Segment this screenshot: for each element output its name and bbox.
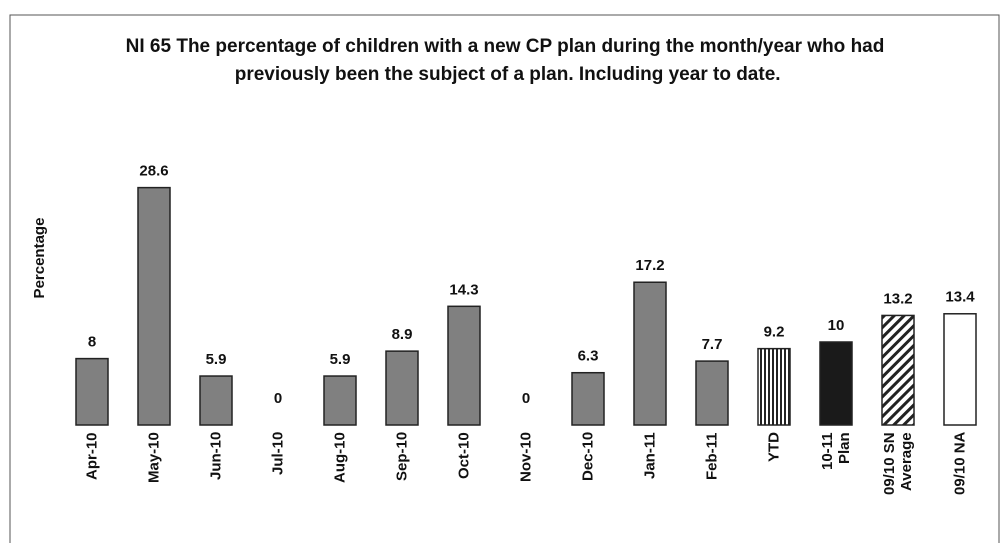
value-label: 14.3 [449, 281, 478, 298]
bar [199, 375, 233, 426]
value-label: 6.3 [578, 348, 599, 365]
value-label: 5.9 [206, 351, 227, 368]
chart-title: NI 65 The percentage of children with a … [126, 36, 885, 85]
value-label: 8.9 [392, 326, 413, 343]
x-tick-label: 10-11 Plan [819, 432, 853, 470]
x-tick-label: 09/10 SN Average [881, 432, 915, 495]
value-label: 10 [828, 317, 845, 334]
x-tick-label: 09/10 NA [951, 432, 969, 496]
value-label: 5.9 [330, 351, 351, 368]
bar [385, 350, 419, 426]
bar [137, 186, 171, 426]
frame [9, 14, 1000, 543]
x-tick-label: Feb-11 [703, 432, 721, 480]
bar [819, 341, 853, 426]
bar [571, 371, 605, 426]
x-tick-label: Jul-10 [269, 432, 287, 476]
value-label: 7.7 [702, 336, 723, 353]
value-label: 0 [522, 390, 530, 407]
x-tick-label: Dec-10 [579, 432, 597, 482]
bar [695, 360, 729, 426]
x-tick-label: Oct-10 [455, 432, 473, 479]
x-tick-label: Nov-10 [517, 432, 535, 483]
value-label: 9.2 [764, 324, 785, 341]
bar [75, 357, 109, 426]
bar [881, 314, 915, 426]
x-tick-label: Aug-10 [331, 432, 349, 483]
value-label: 28.6 [139, 163, 168, 180]
value-label: 17.2 [635, 257, 664, 274]
value-label: 8 [88, 334, 96, 351]
x-tick-label: Sep-10 [393, 432, 411, 482]
x-tick-label: Apr-10 [83, 432, 101, 480]
bar [633, 281, 667, 426]
y-axis-label: Percentage [31, 218, 48, 299]
value-label: 13.4 [945, 289, 975, 306]
value-label: 13.2 [883, 290, 912, 307]
x-tick-label: Jun-10 [207, 432, 225, 481]
value-label: 0 [274, 390, 282, 407]
bar [943, 313, 977, 426]
bar [757, 347, 791, 426]
bar [447, 305, 481, 426]
x-tick-label: May-10 [145, 432, 163, 483]
x-tick-label: YTD [765, 432, 783, 462]
x-tick-label: Jan-11 [641, 432, 659, 479]
bar [323, 375, 357, 426]
